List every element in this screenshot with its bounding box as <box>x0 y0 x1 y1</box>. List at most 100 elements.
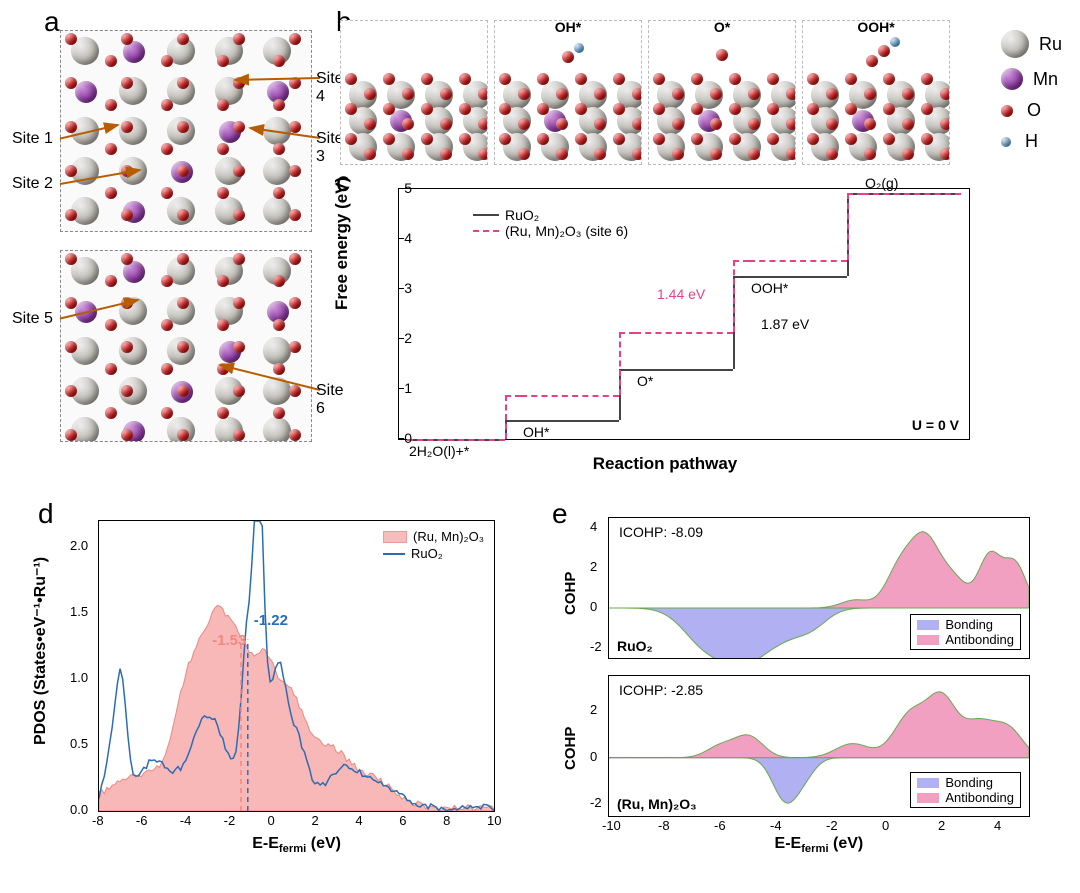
o-atom <box>289 297 301 309</box>
o-atom <box>866 55 878 67</box>
o-atom <box>217 363 229 375</box>
o-atom <box>177 385 189 397</box>
crystal-bot <box>60 250 312 442</box>
cohp-legend-top: Bonding Antibonding <box>910 614 1021 650</box>
o-atom <box>632 148 642 160</box>
panel-d-ytick: 0.0 <box>70 802 88 817</box>
o-atom <box>767 133 779 145</box>
o-atom <box>177 341 189 353</box>
o-atom <box>748 148 760 160</box>
o-atom <box>233 121 245 133</box>
o-atom <box>177 165 189 177</box>
panel-d-ylabel: PDOS (States•eV⁻¹•Ru⁻¹) <box>30 557 50 745</box>
panel-e-ytick: 4 <box>590 519 597 534</box>
site2-label: Site 2 <box>12 175 53 193</box>
panel-e-ytick: -2 <box>590 795 602 810</box>
panel-c-legend: RuO₂ (Ru, Mn)₂O₃ (site 6) <box>469 205 632 241</box>
o-atom <box>217 99 229 111</box>
o-atom <box>121 429 133 441</box>
swatch-bonding-icon <box>917 620 939 630</box>
panel-e-xtick: -2 <box>826 818 838 833</box>
o-atom <box>594 88 606 100</box>
o-atom <box>402 148 414 160</box>
rds-ruo2: 1.87 eV <box>761 316 809 332</box>
o-atom <box>826 118 838 130</box>
atom-o-icon <box>1001 105 1013 117</box>
step-label: OOH* <box>751 280 788 296</box>
dband-rumn: -1.53 <box>212 632 246 649</box>
o-atom <box>161 319 173 331</box>
swatch-antibonding-icon <box>917 635 939 645</box>
o-atom <box>383 103 395 115</box>
ru-atom <box>263 117 291 145</box>
panel-d-xtick: 4 <box>355 813 362 828</box>
o-atom <box>65 385 77 397</box>
o-atom <box>289 77 301 89</box>
ru-atom <box>263 417 291 442</box>
o-atom <box>845 73 857 85</box>
panel-e-xtick: 0 <box>882 818 889 833</box>
o-atom <box>653 73 665 85</box>
panel-d-ytick: 1.0 <box>70 670 88 685</box>
o-atom <box>161 55 173 67</box>
o-atom <box>289 165 301 177</box>
atom-o-label: O <box>1023 100 1041 121</box>
o-atom <box>672 88 684 100</box>
panel-d-xtick: 10 <box>487 813 501 828</box>
panel-d-xtick: -2 <box>224 813 236 828</box>
legend-ruo2: RuO₂ <box>505 207 539 223</box>
o-atom <box>940 118 950 130</box>
o-atom <box>289 341 301 353</box>
swatch-ruo2-icon <box>383 553 405 555</box>
ru-atom <box>263 157 291 185</box>
o-atom <box>691 73 703 85</box>
o-atom <box>233 77 245 89</box>
o-atom <box>273 143 285 155</box>
panel-d-ytick: 2.0 <box>70 538 88 553</box>
legend-d-rumn: (Ru, Mn)₂O₃ <box>413 529 484 544</box>
panel-d-ytick: 1.5 <box>70 604 88 619</box>
o-atom <box>940 148 950 160</box>
o-atom <box>864 88 876 100</box>
swatch-rumn-icon <box>383 531 407 543</box>
panel-e-ytick: 2 <box>590 702 597 717</box>
o-atom <box>273 319 285 331</box>
panel-d: (Ru, Mn)₂O₃ RuO₂ PDOS (States•eV⁻¹•Ru⁻¹)… <box>30 495 510 855</box>
o-atom <box>786 118 796 130</box>
o-atom <box>289 253 301 265</box>
panel-c: RuO₂ (Ru, Mn)₂O₃ (site 6) 2H₂O(l)+*OH*O*… <box>340 180 990 480</box>
o-atom <box>767 73 779 85</box>
panel-e-ytick: -2 <box>590 639 602 654</box>
o-atom <box>364 148 376 160</box>
h-atom <box>574 43 584 53</box>
o-atom <box>217 407 229 419</box>
o-atom <box>273 275 285 287</box>
panel-e-xlabel: E-Efermi (eV) <box>775 835 864 855</box>
o-atom <box>826 148 838 160</box>
o-atom <box>902 118 914 130</box>
o-atom <box>105 363 117 375</box>
o-atom <box>902 148 914 160</box>
panel-e-xtick: -10 <box>602 818 621 833</box>
atom-ru-label: Ru <box>1039 34 1062 55</box>
o-atom <box>594 118 606 130</box>
o-atom <box>729 103 741 115</box>
o-atom <box>233 209 245 221</box>
o-atom <box>161 187 173 199</box>
mn-atom <box>75 81 97 103</box>
snap-oh-label: OH* <box>555 20 581 35</box>
o-atom <box>402 118 414 130</box>
o-atom <box>177 121 189 133</box>
o-atom <box>383 73 395 85</box>
o-atom <box>518 88 530 100</box>
step-label: OH* <box>523 424 549 440</box>
o-atom <box>748 118 760 130</box>
o-atom <box>161 143 173 155</box>
panel-e-ytick: 2 <box>590 559 597 574</box>
o-atom <box>940 88 950 100</box>
o-atom <box>105 319 117 331</box>
o-atom <box>864 148 876 160</box>
o-atom <box>345 133 357 145</box>
panel-e: ICOHP: -8.09 RuO₂ Bonding Antibonding IC… <box>550 495 1050 855</box>
o-atom <box>177 209 189 221</box>
